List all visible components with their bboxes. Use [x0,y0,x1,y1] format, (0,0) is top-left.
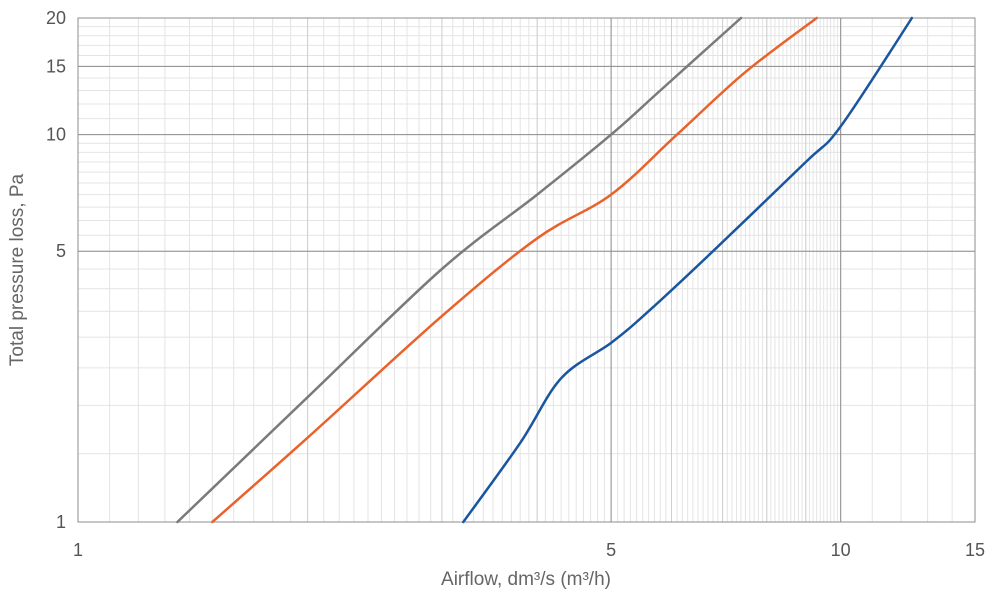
series-line-2 [211,16,818,524]
y-tick-label: 20 [46,8,66,28]
y-tick-label: 10 [46,125,66,145]
plot-frame [77,17,976,523]
series-line-1 [176,16,743,524]
x-axis-title: Airflow, dm³/s (m³/h) [441,569,611,590]
y-tick-label: 5 [56,241,66,261]
series-line-3 [462,16,914,524]
y-axis-title: Total pressure loss, Pa [7,173,28,366]
x-tick-label: 5 [606,540,616,560]
series-lines [176,16,914,524]
x-tick-label: 10 [831,540,851,560]
y-tick-label: 15 [46,56,66,76]
x-tick-label: 15 [965,540,985,560]
x-tick-label: 1 [73,540,83,560]
y-tick-label: 1 [56,512,66,532]
grid [77,17,976,523]
